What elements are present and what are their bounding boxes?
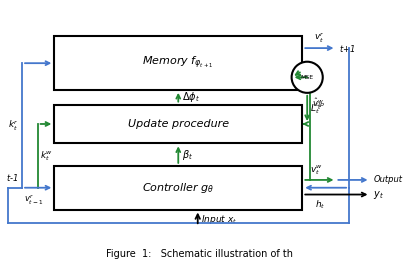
Text: Output: Output [373, 176, 402, 184]
Text: $t$-1: $t$-1 [6, 172, 18, 183]
Text: Input $x_t$: Input $x_t$ [201, 213, 237, 226]
Text: $t$+1: $t$+1 [339, 43, 356, 54]
Text: Controller $g_{\theta}$: Controller $g_{\theta}$ [142, 181, 214, 195]
Text: Update procedure: Update procedure [128, 119, 229, 129]
Text: Memory $f_{\varphi_{t+1}}$: Memory $f_{\varphi_{t+1}}$ [142, 55, 214, 72]
Text: $k^w_t$: $k^w_t$ [40, 149, 53, 162]
Text: Figure  1:   Schematic illustration of th: Figure 1: Schematic illustration of th [106, 249, 293, 258]
Text: $L^{up}_t$: $L^{up}_t$ [310, 101, 326, 116]
Circle shape [292, 62, 323, 93]
Text: MSE: MSE [301, 75, 314, 80]
Text: $h_t$: $h_t$ [315, 198, 325, 211]
Text: $v^r_t$: $v^r_t$ [314, 31, 325, 45]
Text: $\hat{v}^w_t$: $\hat{v}^w_t$ [312, 97, 324, 112]
Bar [54, 105, 302, 144]
Text: $\hat{v}^w_t$: $\hat{v}^w_t$ [304, 73, 316, 88]
Bar [54, 166, 302, 210]
Text: $y_t$: $y_t$ [373, 188, 384, 200]
Text: $\Delta\phi_t$: $\Delta\phi_t$ [182, 90, 200, 104]
Text: $v^r_{t-1}$: $v^r_{t-1}$ [24, 193, 44, 207]
Text: $v^w_t$: $v^w_t$ [310, 164, 323, 177]
Text: $k^r_t$: $k^r_t$ [8, 118, 19, 133]
Text: $\beta_t$: $\beta_t$ [182, 148, 193, 162]
Bar [54, 36, 302, 90]
